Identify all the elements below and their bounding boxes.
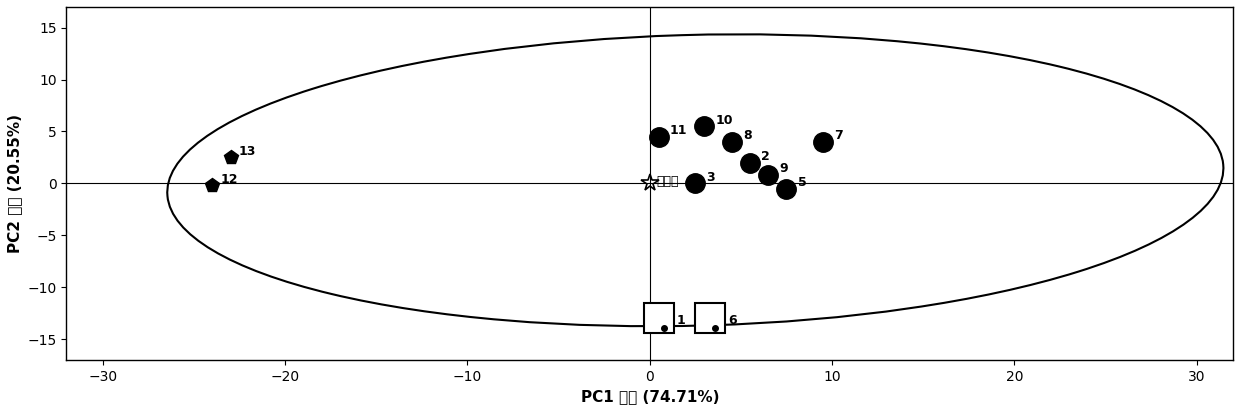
Y-axis label: PC2 得分 (20.55%): PC2 得分 (20.55%): [7, 114, 22, 253]
Text: 1: 1: [677, 314, 686, 327]
Text: 11: 11: [670, 124, 687, 137]
Text: 13: 13: [239, 145, 257, 158]
Text: 8: 8: [743, 129, 751, 142]
X-axis label: PC1 得分 (74.71%): PC1 得分 (74.71%): [580, 389, 719, 404]
Text: 共有模: 共有模: [657, 175, 680, 188]
Text: 5: 5: [797, 176, 806, 189]
Text: 7: 7: [835, 129, 843, 142]
Text: 12: 12: [221, 173, 238, 186]
Text: 10: 10: [715, 113, 733, 127]
Text: 3: 3: [707, 171, 715, 184]
Text: 6: 6: [728, 314, 737, 327]
Text: 2: 2: [761, 150, 770, 163]
Text: 9: 9: [780, 162, 787, 175]
